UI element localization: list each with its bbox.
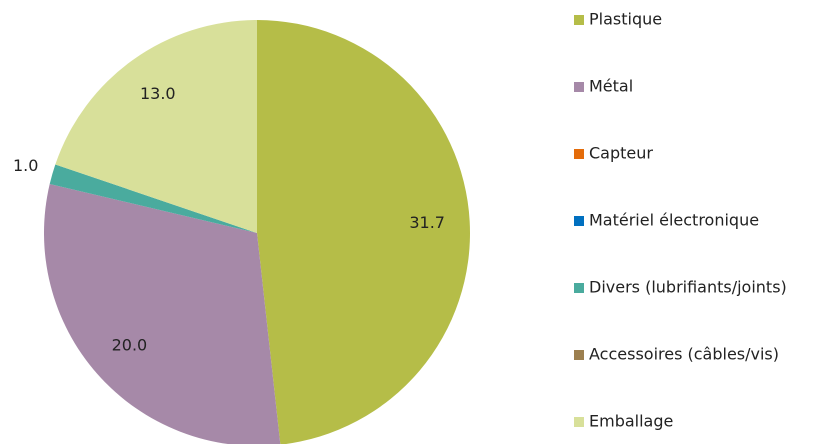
pie-slice (55, 20, 257, 233)
pie-slice (49, 164, 257, 233)
pie-slice (257, 20, 470, 444)
legend-swatch (574, 417, 584, 427)
legend-label: Plastique (589, 10, 662, 29)
legend-swatch (574, 283, 584, 293)
legend-label: Capteur (589, 144, 653, 163)
legend-label: Accessoires (câbles/vis) (589, 345, 779, 364)
legend-swatch (574, 216, 584, 226)
legend-label: Métal (589, 77, 633, 96)
data-label: 1.0 (13, 156, 38, 175)
legend-swatch (574, 350, 584, 360)
data-label: 20.0 (112, 335, 148, 354)
legend-label: Matériel électronique (589, 211, 759, 230)
legend-swatch (574, 149, 584, 159)
data-label: 31.7 (409, 213, 445, 232)
legend-label: Divers (lubrifiants/joints) (589, 278, 787, 297)
pie-slice (44, 184, 281, 444)
legend-label: Emballage (589, 412, 673, 431)
data-label: 13.0 (140, 84, 176, 103)
legend-swatch (574, 15, 584, 25)
legend-swatch (574, 82, 584, 92)
